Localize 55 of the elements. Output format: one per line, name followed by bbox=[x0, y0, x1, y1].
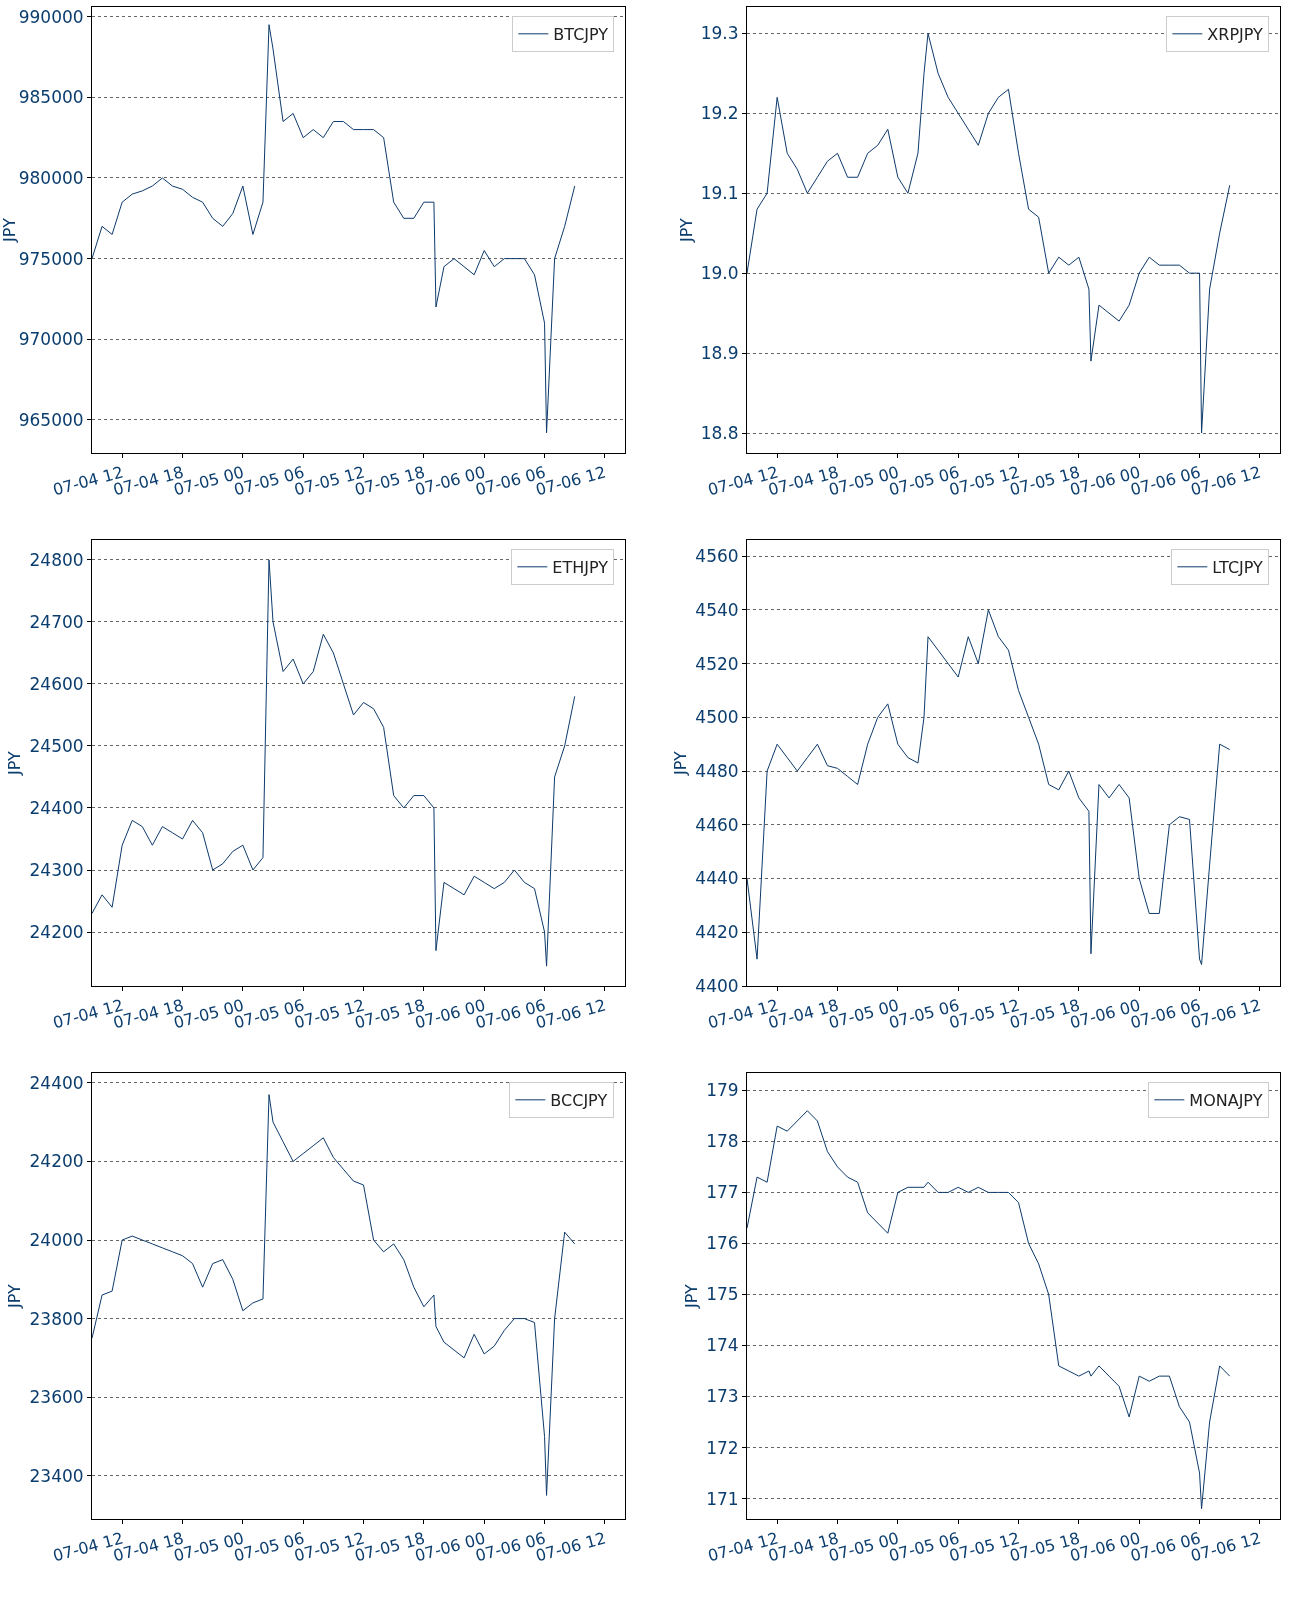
y-axis-title: JPY bbox=[5, 1283, 25, 1309]
y-tick-label: 24400 bbox=[29, 797, 84, 818]
y-tick-label: 177 bbox=[706, 1182, 739, 1203]
y-tick-label: 965000 bbox=[18, 409, 84, 430]
y-tick-label: 980000 bbox=[18, 167, 84, 188]
y-tick-label: 4460 bbox=[695, 814, 739, 835]
y-tick-label: 4540 bbox=[695, 599, 739, 620]
y-tick-label: 24200 bbox=[29, 1151, 84, 1172]
y-axis-title: JPY bbox=[5, 750, 25, 776]
y-tick-label: 4480 bbox=[695, 761, 739, 782]
y-tick-label: 179 bbox=[706, 1080, 739, 1101]
y-tick-label: 176 bbox=[706, 1233, 739, 1254]
y-tick-label: 175 bbox=[706, 1284, 739, 1305]
y-tick-label: 24800 bbox=[29, 549, 84, 570]
y-tick-label: 4520 bbox=[695, 653, 739, 674]
y-axis-title: JPY bbox=[671, 750, 691, 776]
y-tick-label: 178 bbox=[706, 1131, 739, 1152]
y-tick-label: 19.3 bbox=[700, 23, 739, 44]
y-tick-label: 970000 bbox=[18, 329, 84, 350]
y-tick-label: 173 bbox=[706, 1386, 739, 1407]
y-tick-label: 4420 bbox=[695, 922, 739, 943]
y-axis-title: JPY bbox=[0, 217, 19, 243]
y-tick-label: 23800 bbox=[29, 1308, 84, 1329]
y-tick-label: 18.9 bbox=[700, 343, 739, 364]
y-tick-label: 19.2 bbox=[700, 103, 739, 124]
legend-label: MONAJPY bbox=[1189, 1091, 1263, 1111]
y-tick-label: 24600 bbox=[29, 673, 84, 694]
y-tick-label: 985000 bbox=[18, 87, 84, 108]
y-tick-label: 4440 bbox=[695, 868, 739, 889]
y-tick-label: 23600 bbox=[29, 1387, 84, 1408]
y-axis-title: JPY bbox=[682, 1283, 702, 1309]
legend-label: BTCJPY bbox=[553, 25, 609, 45]
y-tick-label: 18.8 bbox=[700, 422, 739, 443]
legend-label: LTCJPY bbox=[1212, 558, 1264, 578]
y-tick-label: 990000 bbox=[18, 6, 84, 27]
y-tick-label: 24400 bbox=[29, 1072, 84, 1093]
y-tick-label: 172 bbox=[706, 1437, 739, 1458]
y-tick-label: 4400 bbox=[695, 975, 739, 996]
legend-label: BCCJPY bbox=[550, 1091, 608, 1111]
y-tick-label: 24200 bbox=[29, 921, 84, 942]
y-tick-label: 975000 bbox=[18, 248, 84, 269]
y-tick-label: 19.0 bbox=[700, 263, 739, 284]
y-tick-label: 23400 bbox=[29, 1465, 84, 1486]
y-axis-title: JPY bbox=[676, 217, 696, 243]
y-tick-label: 24000 bbox=[29, 1229, 84, 1250]
y-tick-label: 19.1 bbox=[700, 183, 739, 204]
legend-label: XRPJPY bbox=[1207, 25, 1264, 45]
y-tick-label: 24300 bbox=[29, 859, 84, 880]
y-tick-label: 171 bbox=[706, 1488, 739, 1509]
y-tick-label: 4500 bbox=[695, 707, 739, 728]
y-tick-label: 24500 bbox=[29, 735, 84, 756]
y-tick-label: 174 bbox=[706, 1335, 739, 1356]
y-tick-label: 4560 bbox=[695, 546, 739, 567]
y-tick-label: 24700 bbox=[29, 611, 84, 632]
legend-label: ETHJPY bbox=[552, 558, 609, 578]
